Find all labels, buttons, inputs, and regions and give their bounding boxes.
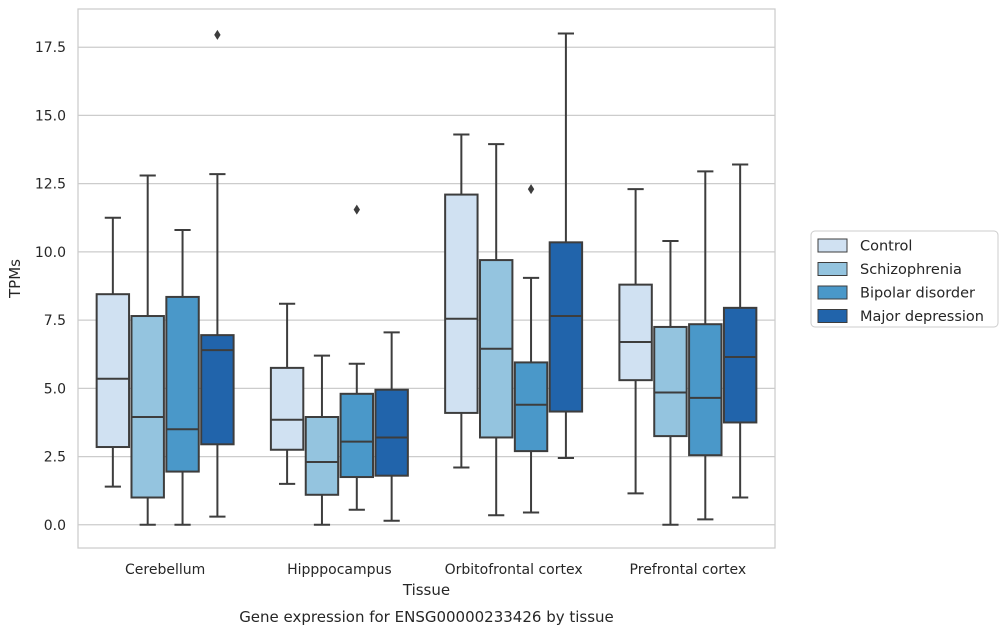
box-iqr	[548, 241, 584, 413]
legend-swatch	[817, 309, 848, 323]
box-iqr	[200, 334, 235, 446]
box-iqr	[304, 416, 340, 496]
box-iqr	[269, 366, 305, 451]
box	[269, 302, 305, 485]
x-axis-title: Tissue	[402, 581, 450, 599]
y-tick-label: 5.0	[44, 381, 66, 397]
box	[130, 174, 165, 526]
box	[478, 143, 514, 517]
box-iqr	[130, 315, 165, 499]
box	[722, 163, 758, 499]
box	[618, 188, 653, 495]
plot-area-frame	[77, 8, 776, 549]
series-group	[95, 133, 653, 495]
box	[688, 170, 723, 521]
box-iqr	[339, 392, 375, 479]
chart-title: Gene expression for ENSG00000233426 by t…	[239, 608, 614, 626]
y-tick-label: 12.5	[35, 177, 66, 193]
y-axis-ticks: 0.0 2.5 5.0 7.5 10.0 12.5 15.0 17.5	[35, 40, 66, 534]
box-iqr	[618, 283, 653, 382]
y-tick-label: 2.5	[44, 450, 66, 466]
y-tick-label: 0.0	[44, 518, 66, 534]
box	[444, 133, 479, 469]
legend-label: Bipolar disorder	[860, 286, 975, 302]
series-group	[165, 170, 723, 526]
legend-label: Schizophrenia	[860, 262, 962, 278]
box	[548, 32, 584, 459]
y-tick-label: 17.5	[35, 40, 66, 56]
series-group	[200, 29, 758, 522]
y-tick-label: 10.0	[35, 245, 66, 261]
box-iqr	[722, 306, 758, 424]
x-tick-label: Hipppocampus	[287, 562, 392, 578]
legend-label: Control	[860, 239, 912, 255]
box-iqr	[165, 295, 200, 473]
legend-swatch	[817, 238, 848, 253]
box	[165, 229, 200, 526]
box-iqr	[653, 325, 688, 438]
y-axis-title: TPMs	[6, 259, 24, 299]
outlier-point	[214, 29, 221, 40]
legend-swatch	[817, 262, 848, 276]
box-iqr	[688, 323, 723, 457]
box-iqr	[513, 361, 549, 453]
box	[513, 184, 549, 514]
y-tick-label: 15.0	[35, 108, 66, 124]
box-series	[95, 29, 758, 526]
legend: Control Schizophrenia Bipolar disorder Majo…	[810, 230, 999, 328]
x-tick-label: Cerebellum	[125, 562, 205, 578]
series-group	[130, 143, 688, 526]
box	[200, 29, 235, 518]
box	[653, 239, 688, 526]
box-iqr	[95, 293, 131, 449]
legend-frame	[810, 230, 999, 328]
box-iqr	[444, 193, 479, 414]
outlier-point	[527, 184, 535, 195]
legend-swatch	[817, 285, 848, 300]
box	[304, 354, 340, 526]
x-tick-label: Prefrontal cortex	[630, 562, 747, 578]
box	[339, 204, 375, 511]
y-tick-label: 7.5	[44, 313, 66, 329]
legend-label: Major depression	[860, 309, 984, 325]
outlier-point	[353, 204, 360, 215]
box	[374, 331, 409, 522]
x-axis-ticks: Cerebellum Hipppocampus Orbitofrontal cort…	[125, 562, 746, 578]
box	[95, 216, 131, 488]
box-iqr	[374, 388, 409, 477]
x-tick-label: Orbitofrontal cortex	[445, 562, 583, 578]
